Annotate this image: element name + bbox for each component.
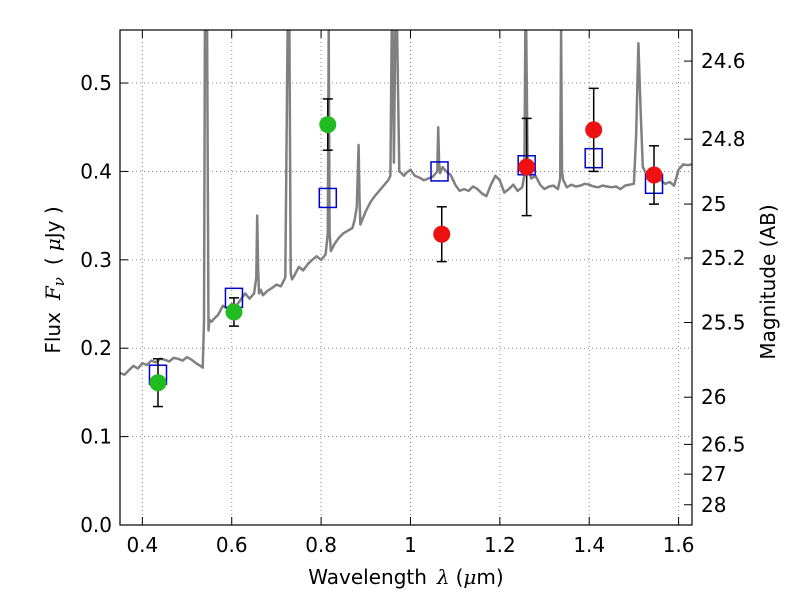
mag-tick-label: 25.5 xyxy=(701,311,746,335)
y-tick-label: 0.1 xyxy=(80,425,112,449)
y-axis-subscript: ν xyxy=(50,277,68,286)
mag-tick-label: 26.5 xyxy=(701,432,746,456)
x-tick-label: 1.4 xyxy=(573,533,605,557)
mag-tick-label: 27 xyxy=(701,462,726,486)
plot-frame xyxy=(119,29,693,526)
model-photometry-square xyxy=(430,161,449,182)
y-axis-label-text: Flux xyxy=(41,312,65,354)
model-spectrum-line xyxy=(120,30,692,376)
x-tick-label: 0.6 xyxy=(216,533,248,557)
x-axis-symbol: λ xyxy=(436,565,450,589)
mag-tick-label: 28 xyxy=(701,493,726,517)
x-axis-label-text: Wavelength xyxy=(308,565,427,589)
data-point xyxy=(433,225,451,243)
y-tick-label: 0.4 xyxy=(80,159,112,183)
mag-tick-label: 24.6 xyxy=(701,49,746,73)
x-tick-label: 0.4 xyxy=(126,533,158,557)
data-point xyxy=(149,374,167,392)
y-axis-unit-open: ( xyxy=(41,257,65,265)
data-point xyxy=(645,166,663,184)
x-tick-label: 1 xyxy=(404,533,417,557)
data-point xyxy=(585,121,603,139)
data-point xyxy=(319,116,337,134)
x-axis-unit-rest: m) xyxy=(476,565,503,589)
series-layer xyxy=(120,30,692,376)
right-axis-label: Magnitude (AB) xyxy=(756,204,780,359)
y-tick-label: 0.2 xyxy=(80,336,112,360)
data-point xyxy=(518,158,536,176)
x-axis-unit-mu: μ xyxy=(463,565,476,589)
x-tick-label: 1.2 xyxy=(484,533,516,557)
points-layer xyxy=(148,87,664,408)
model-photometry-square xyxy=(318,187,338,209)
y-axis-symbol: F xyxy=(41,285,65,301)
y-axis-unit-mu: μ xyxy=(41,238,65,251)
y-tick-label: 0.0 xyxy=(80,513,112,537)
x-tick-label: 1.6 xyxy=(663,533,695,557)
axis-ticks: 0.4 0.6 0.8 1 1.2 1.4 1.6 0.0 0.1 0.2 0.3 0.4 0.5 24.… xyxy=(80,30,746,557)
mag-tick-label: 25.2 xyxy=(701,246,746,270)
x-tick-label: 0.8 xyxy=(305,533,337,557)
x-axis-unit-open: ( xyxy=(456,565,464,589)
data-point xyxy=(225,303,243,321)
y-tick-label: 0.3 xyxy=(80,248,112,272)
y-axis-unit-rest: Jy ) xyxy=(41,206,65,240)
mag-tick-label: 26 xyxy=(701,385,726,409)
x-axis-label: Wavelength λ (μm) xyxy=(308,565,503,589)
y-tick-label: 0.5 xyxy=(80,71,112,95)
mag-tick-label: 25 xyxy=(701,192,726,216)
mag-tick-label: 24.8 xyxy=(701,127,746,151)
y-axis-label: Flux Fν ( μJy ) xyxy=(41,206,68,353)
